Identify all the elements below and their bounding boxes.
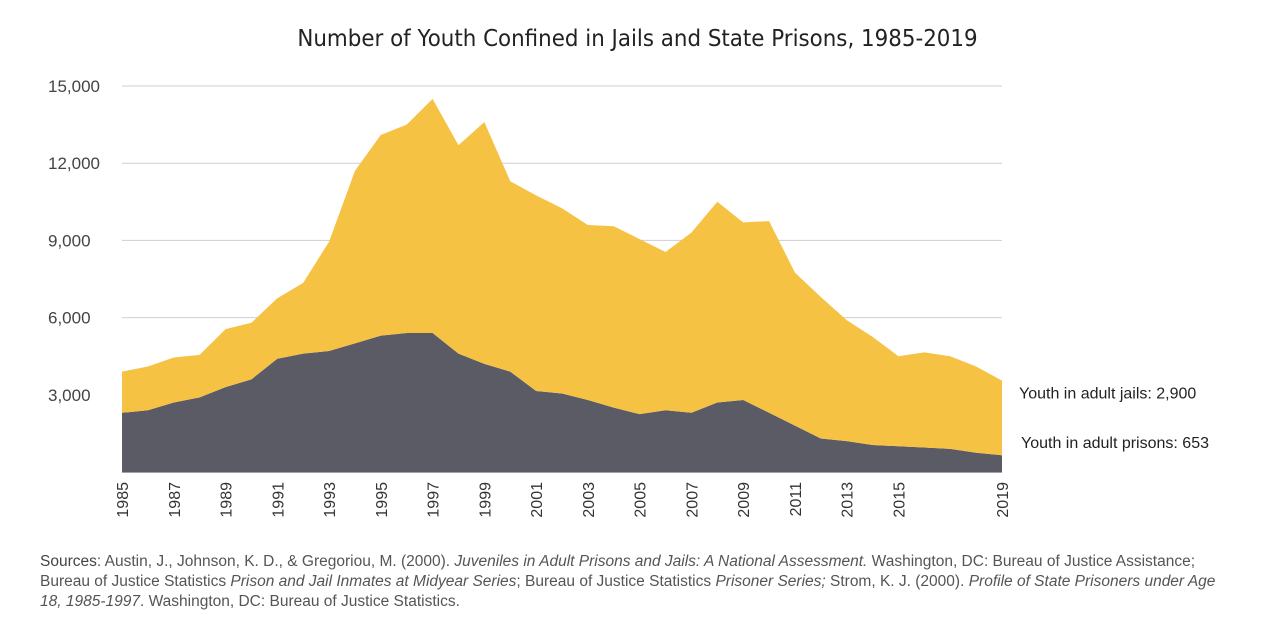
x-tick-label: 2007	[684, 482, 701, 518]
x-tick-label: 2005	[633, 482, 650, 518]
source-text: : Austin, J., Johnson, K. D., & Gregorio…	[96, 553, 455, 570]
source-title: Profile of State Prisoners under Age 18,…	[40, 573, 1216, 610]
x-axis-ticks: 1985 1987 1989 1991 1993 1995 1997 1999 2001 2003…	[115, 482, 1012, 518]
x-tick-label: 1991	[270, 482, 287, 518]
x-tick-label: 1985	[115, 482, 132, 518]
sources-label: Sources	[40, 553, 97, 570]
source-text: . Washington, DC: Bureau of Justice Stat…	[139, 593, 460, 610]
x-tick-label: 2001	[529, 482, 546, 518]
y-tick-label: 12,000	[48, 154, 100, 173]
label-youth-in-adult-jails: Youth in adult jails: 2,900	[1019, 386, 1196, 403]
source-title: Prison and Jail Inmates at Midyear Serie…	[230, 573, 517, 590]
y-tick-label: 3,000	[48, 386, 91, 405]
sources-note: Sources: Austin, J., Johnson, K. D., & G…	[40, 552, 1240, 612]
x-tick-label: 1993	[322, 482, 339, 518]
x-tick-label: 2015	[892, 482, 909, 518]
x-tick-label: 2019	[995, 482, 1012, 518]
sources-text: : Austin, J., Johnson, K. D., & Gregorio…	[40, 553, 1215, 610]
source-text: Washington, DC: Bureau of Justice Assist…	[40, 553, 1196, 590]
y-tick-label: 6,000	[48, 309, 91, 328]
chart-title: Number of Youth Confined in Jails and St…	[297, 26, 978, 52]
x-tick-label: 2009	[736, 482, 753, 518]
y-axis-ticks: 3,000 6,000 9,000 12,000 15,000	[48, 77, 100, 405]
source-title: Prisoner Series;	[715, 573, 826, 590]
y-tick-label: 15,000	[48, 77, 100, 96]
x-tick-label: 1997	[426, 482, 443, 518]
x-tick-label: 2003	[581, 482, 598, 518]
x-tick-label: 2013	[840, 482, 857, 518]
stacked-areas	[122, 98, 1002, 472]
area-youth-in-adult-jails	[122, 98, 1002, 456]
series-labels: Youth in adult jails: 2,900 Youth in adul…	[1019, 386, 1209, 453]
x-tick-label: 1989	[219, 482, 236, 518]
source-title: Juveniles in Adult Prisons and Jails: A …	[454, 553, 868, 570]
x-tick-label: 1995	[374, 482, 391, 518]
source-text: Strom, K. J. (2000).	[825, 573, 969, 590]
x-tick-label: 2011	[788, 482, 805, 517]
source-text: ; Bureau of Justice Statistics	[516, 573, 716, 590]
y-tick-label: 9,000	[48, 231, 91, 250]
area-youth-in-adult-prisons	[122, 333, 1002, 472]
x-tick-label: 1999	[477, 482, 494, 518]
x-tick-label: 1987	[167, 482, 184, 518]
label-youth-in-adult-prisons: Youth in adult prisons: 653	[1021, 435, 1209, 452]
